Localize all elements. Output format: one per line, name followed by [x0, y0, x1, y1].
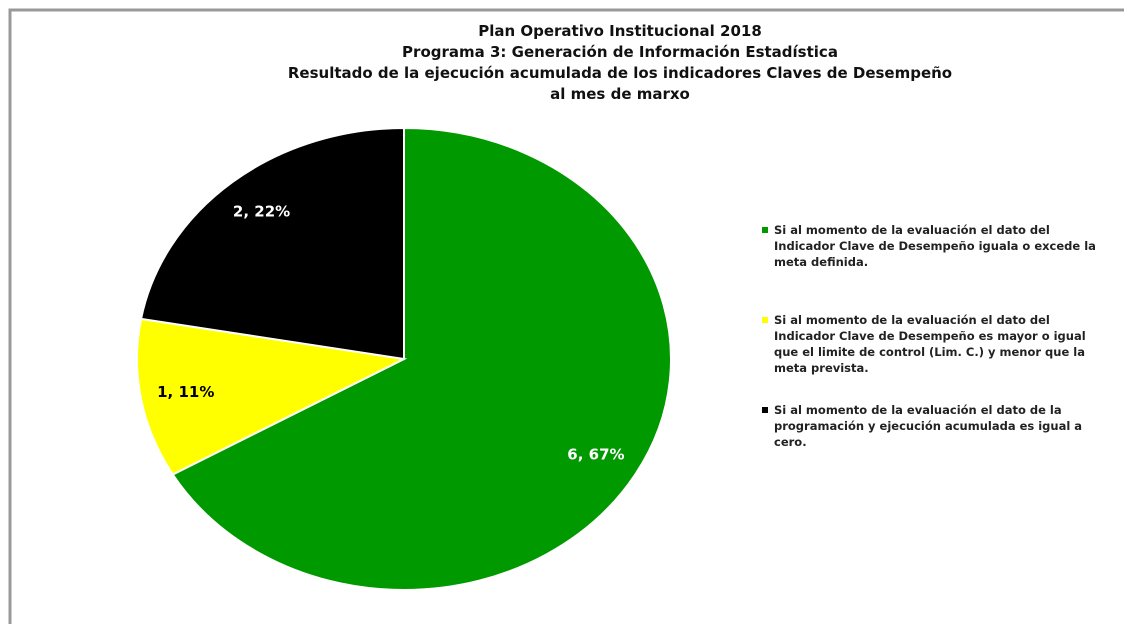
chart-title: Programa 3: Generación de Información Es…	[402, 43, 838, 61]
legend-entry: Si al momento de la evaluación el dato d…	[762, 312, 1112, 376]
pie-slice	[136, 317, 408, 476]
legend-entry: Si al momento de la evaluación el dato d…	[762, 222, 1112, 270]
legend-marker	[762, 317, 768, 323]
legend-text: Si al momento de la evaluación el dato d…	[774, 223, 1096, 269]
data-label: 6, 67%	[567, 445, 624, 463]
data-label: 2, 22%	[233, 203, 290, 221]
chart-title: Plan Operativo Institucional 2018	[478, 22, 762, 40]
legend-marker	[762, 407, 768, 413]
legend-text: Si al momento de la evaluación el dato d…	[774, 403, 1083, 449]
legend-marker	[762, 227, 768, 233]
chart-title: Resultado de la ejecución acumulada de l…	[288, 64, 952, 82]
pie-slice	[139, 126, 405, 361]
legend-text: Si al momento de la evaluación el dato d…	[774, 313, 1086, 375]
chart-frame	[8, 8, 1124, 624]
pie-slice	[171, 126, 672, 591]
legend-entry: Si al momento de la evaluación el dato d…	[762, 402, 1112, 450]
chart-title: al mes de marxo	[550, 85, 690, 103]
data-label: 1, 11%	[157, 383, 214, 401]
